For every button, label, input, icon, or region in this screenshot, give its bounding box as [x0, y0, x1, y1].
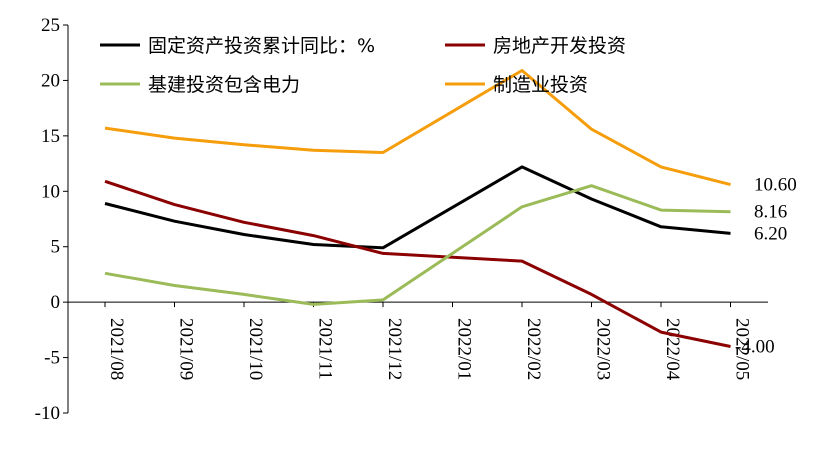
- legend-label-1: 固定资产投资累计同比：%: [148, 35, 375, 57]
- x-tick-label: 2021/08: [106, 318, 127, 380]
- y-tick-label: -5: [44, 348, 60, 369]
- y-axis-ticks: -10 -5 0 5 10 15 20 25: [35, 15, 68, 424]
- series-lines: [104, 69, 731, 348]
- x-tick-label: 2022/03: [593, 318, 614, 380]
- series-line-1: [104, 165, 731, 250]
- y-tick-label: -10: [35, 403, 60, 424]
- series-line-2: [104, 179, 731, 348]
- series-line-3: [104, 184, 731, 306]
- x-tick-label: 2022/04: [662, 318, 683, 381]
- end-label-1: 6.20: [754, 223, 787, 244]
- x-tick-label: 2021/12: [384, 318, 405, 380]
- x-tick-label: 2022/02: [523, 318, 544, 380]
- chart-axes: [67, 25, 768, 413]
- y-tick-label: 10: [41, 181, 60, 202]
- x-tick-label: 2022/01: [454, 318, 475, 380]
- x-tick-label: 2021/09: [176, 318, 197, 380]
- x-tick-label: 2022/05: [732, 318, 753, 380]
- y-tick-label: 25: [41, 15, 60, 36]
- end-label-2: -4.00: [735, 336, 775, 357]
- x-axis-ticks: 2021/08 2021/09 2021/10 2021/11 2021/12 2022/…: [104, 302, 753, 381]
- end-label-4: 10.60: [754, 175, 797, 196]
- x-tick-label: 2021/11: [315, 318, 336, 380]
- end-label-3: 8.16: [754, 202, 787, 223]
- y-tick-label: 20: [41, 70, 60, 91]
- y-tick-label: 0: [51, 292, 61, 313]
- legend-label-3: 基建投资包含电力: [148, 74, 300, 96]
- y-tick-label: 15: [41, 126, 60, 147]
- x-tick-label: 2021/10: [245, 318, 266, 380]
- legend-label-4: 制造业投资: [493, 74, 588, 96]
- y-tick-label: 5: [51, 237, 61, 258]
- end-labels: 6.20 -4.00 8.16 10.60: [735, 175, 797, 358]
- legend-label-2: 房地产开发投资: [493, 35, 626, 57]
